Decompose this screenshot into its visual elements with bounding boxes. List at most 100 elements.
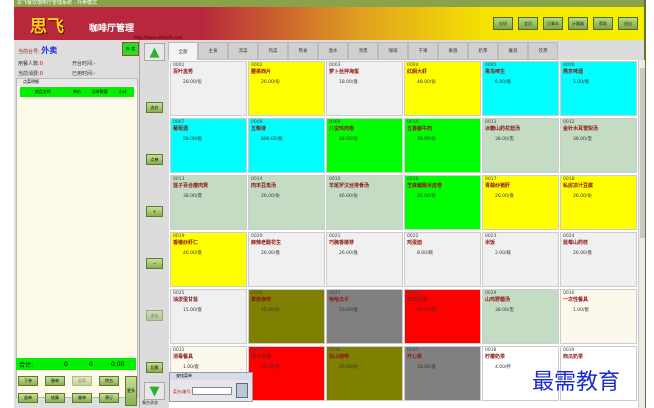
tab-item[interactable]: 奶茶	[468, 42, 498, 60]
takeout-button[interactable]: 外 卖	[122, 42, 139, 56]
item-price: 26.00/盘	[339, 251, 358, 256]
search-input[interactable]	[192, 387, 232, 395]
item-name: 羊尾罗汉丝排骨汤	[329, 183, 370, 189]
menu-item-card[interactable]: 0008 五粮液 890.00/瓶	[248, 118, 325, 173]
menu-item-card[interactable]: 0025 油泼蛋甘蓝 15.00/盘	[170, 289, 247, 344]
title-bar: 思飞餐饮咖啡厅管理系统 - 外卖模式	[14, 0, 644, 7]
menu-item-card[interactable]: 0014 肉末豆角汤 26.00/份	[248, 175, 325, 230]
menu-item-card[interactable]: 0005 青岛啤生 6.00/瓶	[482, 61, 559, 116]
item-name: 麻辣老醋花生	[251, 240, 282, 246]
item-name: 蓝莓山药枝	[563, 240, 589, 246]
col-subtotal: 小计	[118, 89, 127, 94]
menu-item-card[interactable]: 0037 开心果 18.00/盘	[404, 346, 481, 401]
menu-item-card[interactable]: 0017 青蒜炒猪肝 26.00/盘	[482, 175, 559, 230]
menu-item-card[interactable]: 0002 腰果西片 26.00/份	[248, 61, 325, 116]
item-name: 柠檬奶茶	[485, 354, 506, 360]
menu-item-card[interactable]: 0006 燕京啤酒 5.00/瓶	[560, 61, 637, 116]
table-value: 外卖	[41, 46, 58, 55]
tab-item[interactable]: 热菜	[258, 42, 288, 60]
menu-item-card[interactable]: 0038 柠檬奶茶 4.00/杯	[482, 346, 559, 401]
action-button[interactable]: 结算	[45, 393, 65, 403]
menu-item-card[interactable]: 0007 葡萄酒 58.00/瓶	[170, 118, 247, 173]
tab-item[interactable]: 咖啡	[378, 42, 408, 60]
tab-item[interactable]: 饮茶	[528, 42, 558, 60]
menu-item-card[interactable]: 0015 羊尾罗汉丝排骨汤 46.00/份	[326, 175, 403, 230]
scrollbar-thumb[interactable]	[640, 68, 645, 238]
action-button[interactable]: 预订	[99, 393, 119, 403]
menu-item-card[interactable]: 0010 五香酱牛肉 38.00/份	[404, 118, 481, 173]
menu-item-card[interactable]: 0013 莲子百合瘦肉煲 38.00/煲	[170, 175, 247, 230]
header-button[interactable]: 退出	[618, 17, 638, 30]
search-label: 菜名/编号:	[173, 389, 192, 394]
menu-item-card[interactable]: 0016 芝麻酱酿米皮卷 26.00/份	[404, 175, 481, 230]
item-price: 26.00/盘	[573, 251, 592, 256]
app-title: 咖啡厅管理	[89, 24, 135, 34]
menu-item-card[interactable]: 0001 百叶盅秀 28.00/份	[170, 61, 247, 116]
action-button[interactable]: 催单	[72, 393, 92, 403]
tab-item[interactable]: 酒水	[318, 42, 348, 60]
side-button[interactable]: 选台	[146, 102, 163, 113]
header-button[interactable]: 会员	[518, 17, 538, 30]
item-code: 0029	[485, 291, 497, 296]
menu-item-card[interactable]: 0003 萝卜丝拌海蜇 18.00/盘	[326, 61, 403, 116]
menu-item-card[interactable]: 0027 哈哈瓜子 10.00/盘	[326, 289, 403, 344]
menu-item-card[interactable]: 0021 巧腌香椿芽 26.00/盘	[326, 232, 403, 287]
scroll-down-arrow-icon[interactable]: ▼	[144, 382, 165, 400]
item-price: 26.00/份	[261, 80, 280, 85]
header-button[interactable]: 计算器	[568, 17, 588, 30]
menu-item-card[interactable]: 0020 麻辣老醋花生 26.00/盘	[248, 232, 325, 287]
action-button[interactable]: 下单	[18, 376, 38, 386]
action-button[interactable]: 撤单	[45, 376, 65, 386]
tab-item[interactable]: 餐具	[498, 42, 528, 60]
tab-item[interactable]: 果盘	[438, 42, 468, 60]
item-name: 私房凉汁豆腐	[563, 183, 594, 189]
grid-scrollbar[interactable]	[638, 60, 645, 408]
side-button[interactable]: +	[146, 206, 163, 217]
search-button[interactable]	[236, 383, 248, 398]
tab-item[interactable]: 主食	[198, 42, 228, 60]
action-button[interactable]: 转台	[99, 376, 119, 386]
header-button[interactable]: 记事本	[543, 17, 563, 30]
side-button[interactable]: 点单	[146, 154, 163, 165]
menu-item-card[interactable]: 0019 香椿炒虾仁 46.00/盘	[170, 232, 247, 287]
side-button[interactable]: 退出	[146, 310, 163, 321]
scroll-up-arrow-icon[interactable]: ▲	[144, 43, 165, 61]
side-button[interactable]: −	[146, 258, 163, 269]
menu-item-card[interactable]: 0011 冰糖山药花菇汤 38.00/盅	[482, 118, 559, 173]
header-button[interactable]: 交班	[493, 17, 513, 30]
menu-item-card[interactable]: 0039 西瓜奶茶	[560, 346, 637, 401]
tab-item[interactable]: 凉菜	[228, 42, 258, 60]
menu-item-card[interactable]: 0029 山鸡野菌汤 38.00/盅	[482, 289, 559, 344]
menu-item-card[interactable]: 0022 鸡蛋面 8.00/碗	[404, 232, 481, 287]
tab-item[interactable]: 全部	[168, 42, 198, 60]
menu-item-card[interactable]: 0024 蓝莓山药枝 26.00/盘	[560, 232, 637, 287]
header-button[interactable]: 帮助	[593, 17, 613, 30]
menu-item-card[interactable]: 0030 一次性餐具 1.00/套	[560, 289, 637, 344]
item-name: 青蒜炒猪肝	[485, 183, 511, 189]
item-price: 18.00/盘	[339, 80, 358, 85]
menu-item-card[interactable]: 0012 金针木耳雪梨汤 38.00/盅	[560, 118, 637, 173]
menu-item-card[interactable]: 0023 米饭 2.00/碗	[482, 232, 559, 287]
more-button[interactable]: 更多	[125, 376, 137, 406]
item-code: 0030	[563, 291, 575, 296]
item-code: 0005	[485, 63, 497, 68]
side-button[interactable]: 切换	[146, 362, 163, 373]
order-panel: 当前台号: 外卖 外 卖 用餐人数:0 开台时间:- 当前消费:0 已用时间:-…	[14, 40, 140, 408]
tab-item[interactable]: 熟食	[288, 42, 318, 60]
item-price: 38.00/盅	[495, 308, 514, 313]
item-price: 38.00/盅	[573, 137, 592, 142]
menu-item-card[interactable]: 0026 拿铁咖啡 25.00/份	[248, 289, 325, 344]
menu-item-card[interactable]: 0035 橙子拼盘 15.00/盘	[248, 346, 325, 401]
menu-item-card[interactable]: 0028 西瓜拼盘 26.00/盘	[404, 289, 481, 344]
menu-item-card[interactable]: 0004 红焖大虾 48.00/份	[404, 61, 481, 116]
menu-item-card[interactable]: 0009 八宝鸡肉卷 28.00/份	[326, 118, 403, 173]
tab-item[interactable]: 汤煲	[348, 42, 378, 60]
menu-item-card[interactable]: 0036 蓝山咖啡 26.00/份	[326, 346, 403, 401]
tab-item[interactable]: 干果	[408, 42, 438, 60]
menu-item-card[interactable]: 0018 私房凉汁豆腐 26.00/份	[560, 175, 637, 230]
item-price: 4.00/杯	[495, 365, 512, 370]
spend-value: 0	[39, 71, 43, 77]
action-button[interactable]: 退单	[18, 393, 38, 403]
action-button[interactable]: 退菜	[72, 376, 92, 386]
item-name: 萝卜丝拌海蜇	[329, 69, 360, 75]
